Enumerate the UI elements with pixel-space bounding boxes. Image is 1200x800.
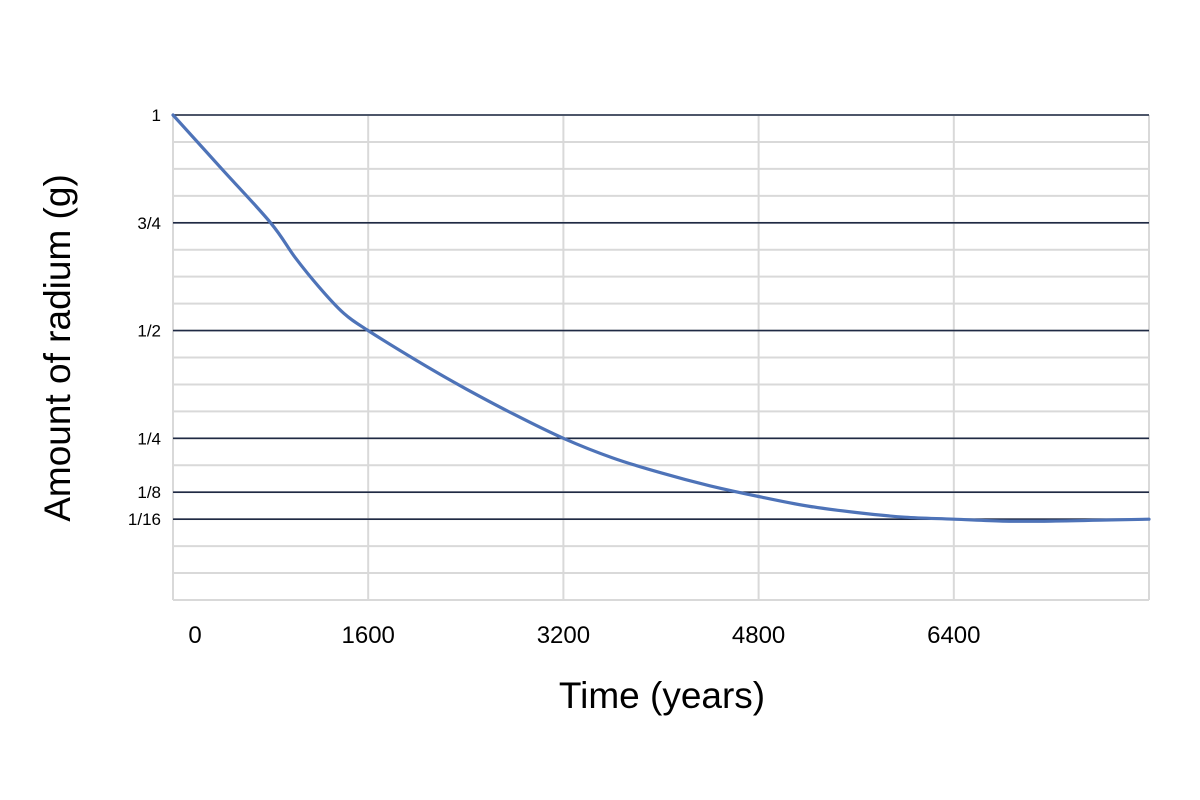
y-tick-label: 1/16 bbox=[128, 510, 161, 529]
x-tick-label: 1600 bbox=[342, 622, 395, 649]
major-gridlines bbox=[173, 114, 1149, 520]
x-axis-title: Time (years) bbox=[559, 675, 765, 716]
y-tick-label: 3/4 bbox=[137, 214, 161, 233]
y-tick-label: 1/4 bbox=[137, 429, 161, 448]
y-tick-label: 1/8 bbox=[137, 483, 161, 502]
y-axis-title: Amount of radium (g) bbox=[37, 174, 78, 522]
x-tick-label: 4800 bbox=[732, 622, 785, 649]
x-tick-label: 6400 bbox=[927, 622, 980, 649]
x-tick-label: 0 bbox=[188, 622, 201, 649]
series-line bbox=[171, 113, 1151, 523]
y-tick-label: 1 bbox=[152, 106, 161, 125]
series-group bbox=[171, 113, 1151, 523]
x-tick-labels: 0 1600 3200 4800 6400 bbox=[188, 622, 980, 649]
minor-gridlines bbox=[172, 114, 1150, 601]
y-tick-labels: 1 3/4 1/2 1/4 1/8 1/16 bbox=[128, 106, 161, 529]
y-tick-label: 1/2 bbox=[137, 322, 161, 341]
x-tick-label: 3200 bbox=[537, 622, 590, 649]
